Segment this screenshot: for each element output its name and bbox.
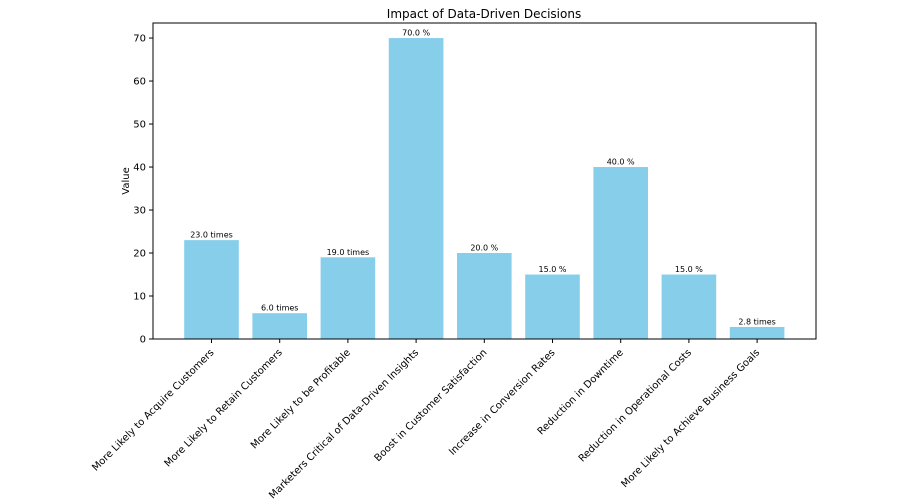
bar-data-label: 6.0 times: [261, 304, 299, 313]
bar-data-label: 40.0 %: [607, 158, 635, 167]
y-tick-label: 70: [133, 34, 146, 45]
bar: [729, 326, 785, 339]
bar-data-label: 15.0 %: [675, 265, 703, 274]
x-tick-label: More Likely to Achieve Business Goals: [619, 347, 762, 490]
chart-title: Impact of Data-Driven Decisions: [387, 7, 581, 21]
bar-data-label: 70.0 %: [402, 29, 430, 38]
bar: [457, 253, 512, 339]
y-axis-title: Value: [121, 167, 132, 194]
bar: [320, 257, 376, 339]
y-tick-label: 40: [133, 163, 146, 174]
y-tick-label: 0: [140, 335, 146, 346]
y-tick-label: 60: [133, 77, 146, 88]
x-tick-label: More Likely to Retain Customers: [163, 347, 285, 469]
y-tick-label: 20: [133, 249, 146, 260]
bar-data-label: 15.0 %: [539, 265, 567, 274]
bar: [252, 313, 307, 339]
bar-data-label: 19.0 times: [327, 248, 370, 257]
y-tick-label: 10: [133, 292, 146, 303]
y-tick-label: 50: [133, 120, 146, 131]
bar: [525, 274, 580, 339]
bar: [184, 240, 239, 339]
bar: [388, 38, 444, 340]
bar-data-label: 2.8 times: [738, 317, 776, 326]
x-tick-label: Boost in Customer Satisfaction: [373, 347, 490, 464]
bar: [593, 167, 648, 339]
x-tick-label: Reduction in Operational Costs: [577, 347, 694, 464]
bar: [661, 274, 717, 339]
plot-area: 0 10 20 30 40 50 60 70 23.0 times More Likely to …: [90, 29, 785, 501]
y-tick-label: 30: [133, 206, 146, 217]
x-tick-label: Marketers Critical of Data-Driven Insigh…: [267, 347, 421, 500]
bar-data-label: 20.0 %: [470, 244, 498, 253]
bar-data-label: 23.0 times: [190, 231, 233, 240]
x-tick-label: More Likely to Acquire Customers: [90, 347, 216, 473]
plot-frame: [152, 22, 817, 340]
